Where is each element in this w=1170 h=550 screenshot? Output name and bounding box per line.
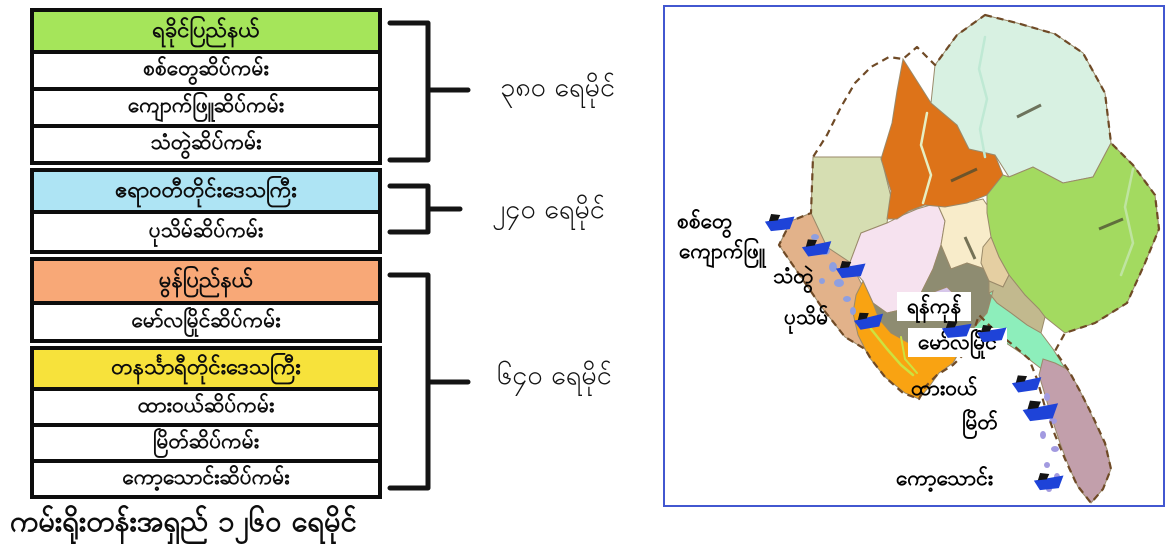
- brace-rakhine: [387, 20, 471, 163]
- map-label-sittwe: စစ်တွေ: [677, 209, 733, 233]
- ship-marker-mawlamyine: [975, 321, 1011, 344]
- port-row: ပုသိမ်ဆိပ်ကမ်း: [34, 210, 378, 250]
- port-row: ကော့သောင်းဆိပ်ကမ်း: [34, 459, 378, 495]
- brace-marks: [387, 20, 471, 491]
- ship-marker-thandwe: [834, 257, 870, 280]
- ship-marker-kawthaung: [1032, 469, 1068, 492]
- map-label-yangon: ရန်ကုန်: [897, 292, 972, 322]
- state-group-mon: မွန်ပြည်နယ် မော်လမြိုင်ဆိပ်ကမ်း: [30, 257, 382, 343]
- region-mon: [970, 290, 1070, 380]
- map-label-myeik: မြိတ်: [962, 410, 998, 434]
- map-label-pathein: ပုသိမ်: [784, 305, 829, 329]
- brace-mon-tanintharyi: [387, 272, 471, 491]
- map-label-kawthaung: ကော့သောင်း: [896, 466, 994, 490]
- myanmar-map: စစ်တွေ ကျောက်ဖြူ သံတွဲ ပုသိမ် ရန်ကုန် မေ…: [663, 5, 1165, 507]
- country-border-dashed: [777, 13, 1161, 505]
- brace-label-240: ၂၄၀ ရေမိုင်: [492, 194, 605, 225]
- state-header: မွန်ပြည်နယ်: [34, 261, 378, 301]
- port-row: စစ်တွေဆိပ်ကမ်း: [34, 50, 378, 87]
- coastal-islands: [811, 234, 856, 315]
- river-lines: [869, 35, 1135, 377]
- map-label-kyaukphyu: ကျောက်ဖြူ: [679, 239, 766, 263]
- port-row: သံတွဲဆိပ်ကမ်း: [34, 124, 378, 161]
- port-row: မြိတ်ဆိပ်ကမ်း: [34, 423, 378, 459]
- port-row: ထားဝယ်ဆိပ်ကမ်း: [34, 387, 378, 423]
- ship-marker-sittwe: [763, 210, 799, 233]
- brace-label-380: ၃၈၀ ရေမိုင်: [500, 72, 615, 103]
- region-ayeyarwady: [852, 279, 962, 400]
- brace-label-640: ၆၄၀ ရေမိုင်: [497, 360, 612, 391]
- port-row: မော်လမြိုင်ဆိပ်ကမ်း: [34, 301, 378, 339]
- ship-marker-pathein: [852, 307, 889, 333]
- tiny-region-text-marks: [950, 103, 1124, 260]
- map-label-dawei: ထားဝယ်: [911, 376, 978, 400]
- map-label-thandwe: သံတွဲ: [773, 264, 814, 288]
- state-header: ဧရာဝတီတိုင်းဒေသကြီး: [34, 172, 378, 210]
- state-group-tanintharyi: တနင်္သာရီတိုင်းဒေသကြီး ထားဝယ်ဆိပ်ကမ်း မြ…: [30, 346, 382, 499]
- ship-marker-yangon: [940, 318, 976, 341]
- ship-marker-myeik: [1020, 396, 1063, 425]
- brace-ayeyarwady: [387, 183, 463, 235]
- myanmar-map-regions: [777, 13, 1161, 505]
- port-row: ကျောက်ဖြူဆိပ်ကမ်း: [34, 87, 378, 124]
- state-group-rakhine: ရခိုင်ပြည်နယ် စစ်တွေဆိပ်ကမ်း ကျောက်ဖြူဆိ…: [30, 8, 382, 165]
- state-header: တနင်္သာရီတိုင်းဒေသကြီး: [34, 350, 378, 387]
- ship-marker-kyaukphyu: [800, 235, 836, 260]
- state-group-ayeyarwady: ဧရာဝတီတိုင်းဒေသကြီး ပုသိမ်ဆိပ်ကမ်း: [30, 168, 382, 254]
- state-header: ရခိုင်ပြည်နယ်: [34, 12, 378, 50]
- coastline-total-caption: ကမ်းရိုးတန်းအရှည် ၁၂၆၀ ရေမိုင်: [10, 504, 357, 538]
- ship-marker-dawei: [1010, 371, 1046, 396]
